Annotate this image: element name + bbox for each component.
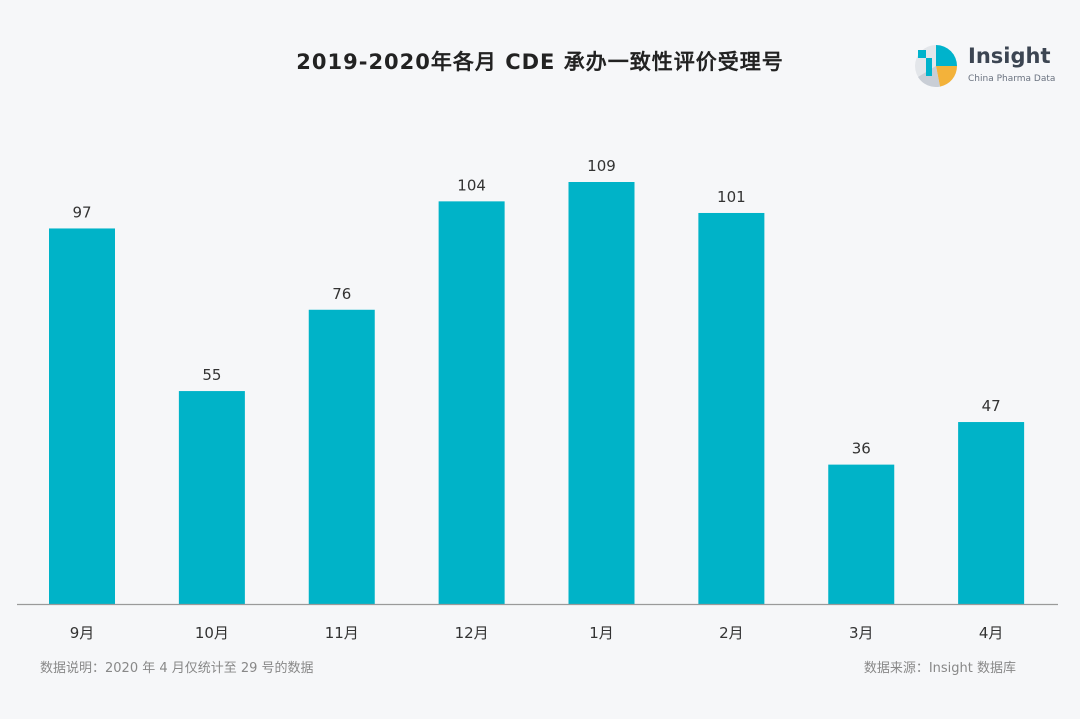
bar-6 <box>698 212 765 604</box>
data-label-5: 109 <box>587 157 616 175</box>
brand-name: Insight <box>968 44 1051 68</box>
bar-3 <box>308 309 375 604</box>
bar-4 <box>438 201 505 605</box>
data-label-1: 97 <box>72 203 91 221</box>
brand-subtitle: China Pharma Data <box>968 74 1056 84</box>
footnote-data-note: 数据说明：2020 年 4 月仅统计至 29 号的数据 <box>40 661 314 676</box>
x-tick-label-3: 11月 <box>325 624 359 642</box>
bar-7 <box>828 464 895 604</box>
x-tick-label-4: 12月 <box>455 624 489 642</box>
chart-title: 2019-2020年各月 CDE 承办一致性评价受理号 <box>296 50 784 74</box>
bar-5 <box>568 182 635 604</box>
x-tick-label-7: 3月 <box>849 624 874 642</box>
data-label-8: 47 <box>982 397 1001 415</box>
data-label-4: 104 <box>457 176 486 194</box>
data-label-2: 55 <box>202 366 221 384</box>
footnote-source: 数据来源：Insight 数据库 <box>863 661 1016 676</box>
bar-8 <box>958 422 1025 604</box>
x-tick-label-1: 9月 <box>70 624 95 642</box>
bar-2 <box>178 391 245 604</box>
insight-logo-icon <box>915 45 957 88</box>
data-label-6: 101 <box>717 188 746 206</box>
x-tick-label-2: 10月 <box>195 624 229 642</box>
insight-logo: Insight China Pharma Data <box>912 42 1062 90</box>
x-tick-label-8: 4月 <box>979 624 1004 642</box>
data-label-7: 36 <box>852 440 871 458</box>
x-tick-label-6: 2月 <box>719 624 744 642</box>
data-label-3: 76 <box>332 285 351 303</box>
x-tick-label-5: 1月 <box>589 624 614 642</box>
bar-1 <box>49 228 115 604</box>
